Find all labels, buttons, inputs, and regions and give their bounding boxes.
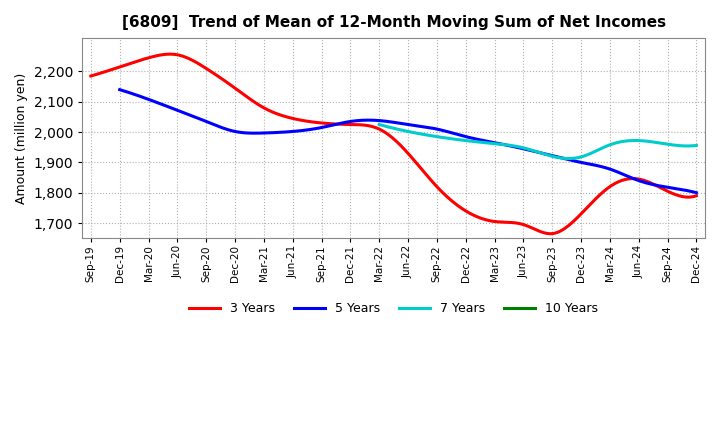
Title: [6809]  Trend of Mean of 12-Month Moving Sum of Net Incomes: [6809] Trend of Mean of 12-Month Moving … (122, 15, 666, 30)
Legend: 3 Years, 5 Years, 7 Years, 10 Years: 3 Years, 5 Years, 7 Years, 10 Years (184, 297, 603, 320)
Y-axis label: Amount (million yen): Amount (million yen) (15, 73, 28, 204)
